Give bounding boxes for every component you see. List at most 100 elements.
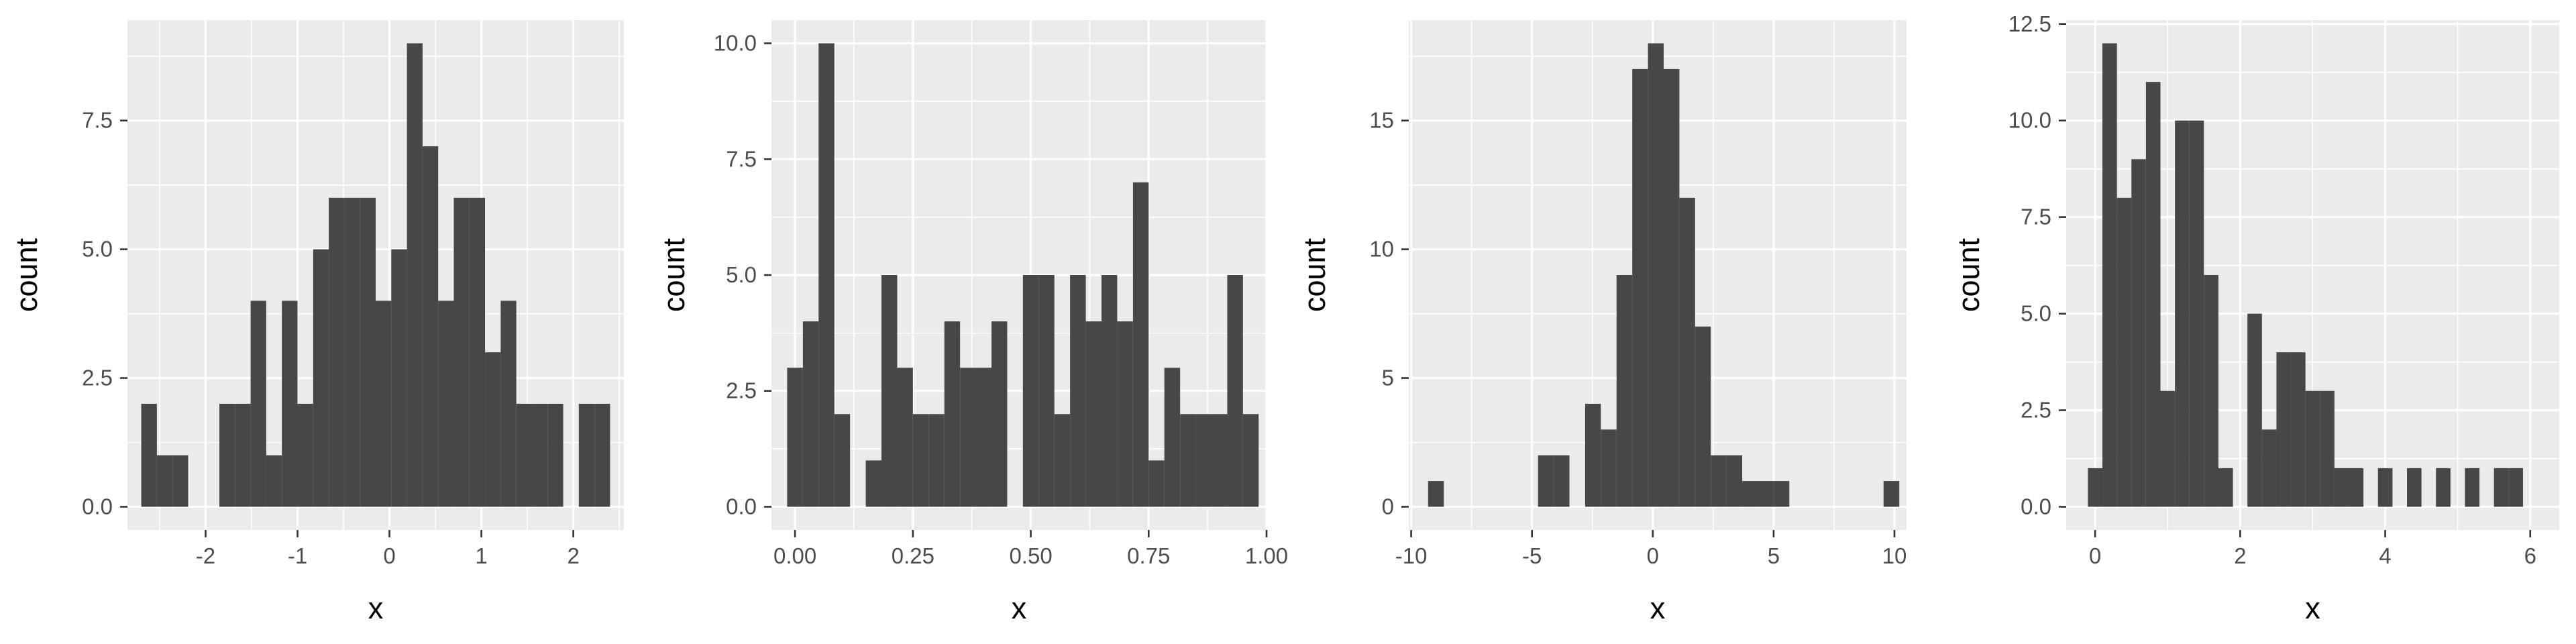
y-tick-label: 5.0 [82, 237, 113, 262]
histogram-bar [516, 403, 532, 507]
histogram-bar [865, 460, 881, 507]
histogram-bar [235, 403, 251, 507]
histogram-bar [1054, 414, 1071, 507]
histogram-bar [2088, 468, 2103, 507]
histogram-bar [2508, 468, 2523, 507]
histogram-bar [1102, 275, 1118, 507]
y-tick-label: 5.0 [2021, 301, 2051, 326]
x-tick-label: 0.75 [1127, 543, 1170, 568]
x-axis-title: x [1012, 591, 1027, 625]
histogram-bar [469, 197, 486, 507]
histogram-bar [219, 403, 235, 507]
histogram-bar [1585, 403, 1601, 507]
x-tick-label: 0.00 [773, 543, 816, 568]
y-tick-label: 0.0 [2021, 494, 2051, 519]
y-axis-title: count [657, 237, 691, 312]
x-axis-title: x [368, 591, 384, 625]
histogram-bar [834, 414, 851, 507]
histogram-bar [2160, 390, 2176, 507]
histogram-bar [250, 301, 266, 507]
histogram-bar [156, 455, 173, 507]
histogram-bar [975, 368, 992, 507]
histogram-bar [2276, 352, 2292, 507]
histogram-bar [360, 197, 376, 507]
histogram-bar [1022, 275, 1039, 507]
histogram-bar [313, 249, 329, 507]
y-tick-label: 10.0 [2008, 108, 2051, 133]
y-tick-label: 12.5 [2008, 11, 2051, 36]
histogram-bar [1679, 197, 1695, 507]
histogram-bar [578, 403, 595, 507]
y-tick-label: 0 [1382, 494, 1394, 519]
histogram-bar [1726, 455, 1743, 507]
histogram-bar [1554, 455, 1570, 507]
histogram-bar [438, 301, 454, 507]
y-axis-title: count [1951, 237, 1986, 312]
histogram-bar [407, 43, 423, 507]
histogram-bar [2320, 390, 2334, 507]
histogram-bar [1758, 481, 1774, 507]
histogram-panel-3: -10 -5 0 5 10 0 5 10 15 x count [1297, 20, 1907, 625]
histogram-bar [1227, 275, 1243, 507]
histogram-bar [2291, 352, 2306, 507]
histogram-bar [1242, 414, 1259, 507]
histogram-bar [1632, 68, 1648, 507]
x-tick-label: 10 [1882, 543, 1907, 568]
y-tick-label: 10.0 [714, 31, 757, 56]
x-tick-label: -5 [1522, 543, 1542, 568]
histogram-bar [500, 301, 517, 507]
x-tick-label: 0 [383, 543, 395, 568]
x-tick-label: 4 [2379, 543, 2391, 568]
histogram-bar [2377, 468, 2393, 507]
x-tick-label: -1 [288, 543, 307, 568]
histogram-panel-1: -2 -1 0 1 2 0.0 2.5 5.0 7.5 x count [9, 20, 624, 625]
histogram-bar [1211, 414, 1228, 507]
histogram-panel-4: 0 2 4 6 0.0 2.5 5.0 7.5 10.0 12.5 x count [1951, 11, 2559, 625]
y-tick-label: 10 [1369, 237, 1394, 262]
histogram-bar [1664, 68, 1680, 507]
histogram-bar [1695, 326, 1711, 507]
histogram-bar [1195, 414, 1212, 507]
x-tick-label: 0.50 [1009, 543, 1052, 568]
histogram-bar [2493, 468, 2509, 507]
histogram-bar [297, 403, 313, 507]
histogram-bar [2247, 313, 2262, 507]
histogram-bar [547, 403, 564, 507]
histogram-bar [485, 352, 501, 507]
histogram-bar [1164, 368, 1181, 507]
histogram-bar [594, 403, 610, 507]
histogram-bar [960, 368, 976, 507]
histogram-bar [2189, 120, 2204, 507]
y-tick-label: 0.0 [82, 494, 113, 519]
histogram-bar [912, 414, 929, 507]
histogram-bar [1648, 43, 1664, 507]
y-tick-label: 2.5 [2021, 398, 2051, 423]
histogram-bar [2334, 468, 2349, 507]
histogram-bar [2465, 468, 2480, 507]
histogram-bar [1616, 275, 1633, 507]
histogram-bar [802, 321, 819, 507]
x-axis-title: x [2305, 591, 2320, 625]
histogram-bar [1117, 321, 1133, 507]
histogram-bar [991, 321, 1008, 507]
histogram-bar [1742, 481, 1758, 507]
y-tick-label: 2.5 [726, 378, 757, 403]
histogram-bar [1148, 460, 1165, 507]
histogram-bar [2349, 468, 2364, 507]
histogram-bar [2436, 468, 2451, 507]
histogram-bar [2261, 429, 2277, 507]
histogram-bar [944, 321, 961, 507]
histogram-bar [2305, 390, 2320, 507]
histogram-panel-2: 0.00 0.25 0.50 0.75 1.00 0.0 2.5 5.0 7.5 10.0 x cou… [657, 20, 1288, 625]
histogram-bar [391, 249, 407, 507]
histogram-bar [1773, 481, 1790, 507]
histogram-bar [1601, 429, 1617, 507]
histogram-bar [2145, 82, 2161, 507]
x-tick-label: 2 [2234, 543, 2246, 568]
x-tick-label: 5 [1768, 543, 1780, 568]
y-tick-label: 15 [1369, 108, 1394, 133]
x-tick-label: 0 [2089, 543, 2101, 568]
histogram-bar [422, 146, 439, 507]
y-tick-label: 2.5 [82, 366, 113, 390]
histogram-bar [172, 455, 189, 507]
